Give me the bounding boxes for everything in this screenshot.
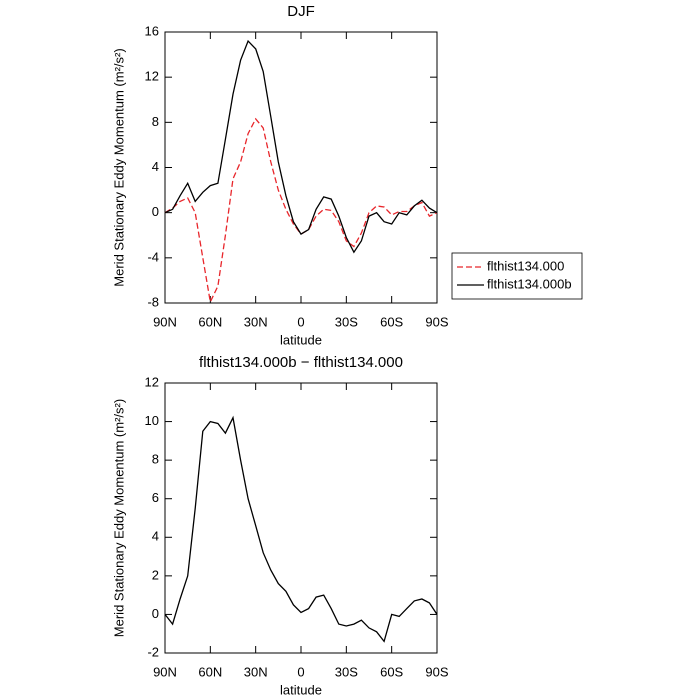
y-tick-label: 10 [145,413,159,428]
y-tick-label: 0 [152,606,159,621]
x-tick-label: 30N [244,664,268,679]
x-axis-label: latitude [280,332,322,347]
x-tick-label: 0 [297,314,304,329]
x-tick-label: 60N [198,664,222,679]
x-tick-label: 30N [244,314,268,329]
x-tick-label: 30S [335,314,358,329]
y-tick-label: 8 [152,114,159,129]
y-tick-label: 6 [152,490,159,505]
x-tick-label: 0 [297,664,304,679]
y-tick-label: 12 [145,69,159,84]
x-tick-label: 90N [153,664,177,679]
data-line [164,415,438,643]
legend-box [451,252,583,300]
legend-label: flthist134.000 [487,258,564,273]
y-axis-label: Merid Stationary Eddy Momentum (m²/s²) [111,48,126,286]
y-tick-label: -2 [147,644,159,659]
x-tick-label: 30S [335,664,358,679]
chart-title: flthist134.000b − flthist134.000 [199,354,403,371]
y-tick-label: 4 [152,529,159,544]
x-tick-label: 90N [153,314,177,329]
y-tick-label: 0 [152,204,159,219]
y-tick-label: 4 [152,159,159,174]
y-axis-label: Merid Stationary Eddy Momentum (m²/s²) [111,399,126,637]
x-tick-label: 60S [380,664,403,679]
x-axis-label: latitude [280,682,322,697]
chart-title: DJF [287,3,315,20]
y-tick-label: 2 [152,567,159,582]
plot-frame [164,31,438,304]
x-tick-label: 90S [425,314,448,329]
y-tick-label: 16 [145,23,159,38]
x-tick-label: 60S [380,314,403,329]
data-line [164,117,438,305]
y-tick-label: -8 [147,294,159,309]
data-line [164,39,438,254]
legend-label: flthist134.000b [487,276,572,291]
y-tick-label: 12 [145,374,159,389]
x-tick-label: 90S [425,664,448,679]
y-tick-label: 8 [152,452,159,467]
x-tick-label: 60N [198,314,222,329]
y-tick-label: -4 [147,249,159,264]
